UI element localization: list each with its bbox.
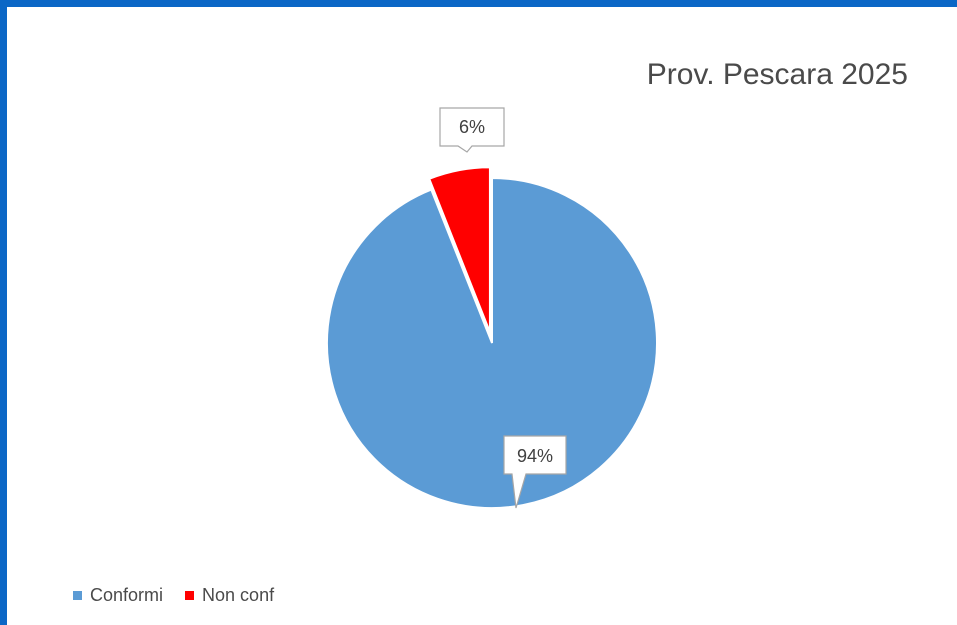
slice-non-conf[interactable] <box>427 166 491 333</box>
legend-item-conformi[interactable]: Conformi <box>73 585 163 606</box>
data-label-conformi-callout: 94% <box>503 435 567 509</box>
data-label-non-conf-callout: 6% <box>439 107 505 153</box>
data-label-conformi: 94% <box>517 446 553 466</box>
legend-label-non-conf: Non conf <box>202 585 275 605</box>
legend-swatch-non-conf <box>185 591 195 600</box>
chart-title: Prov. Pescara 2025 <box>646 58 908 91</box>
legend-item-non-conf[interactable]: Non conf <box>185 585 274 606</box>
legend-swatch-conformi <box>73 591 82 600</box>
chart-legend: Conformi Non conf <box>73 585 274 606</box>
data-label-non-conf: 6% <box>459 117 485 137</box>
slice-conformi[interactable] <box>326 176 658 509</box>
legend-label-conformi: Conformi <box>90 585 164 605</box>
